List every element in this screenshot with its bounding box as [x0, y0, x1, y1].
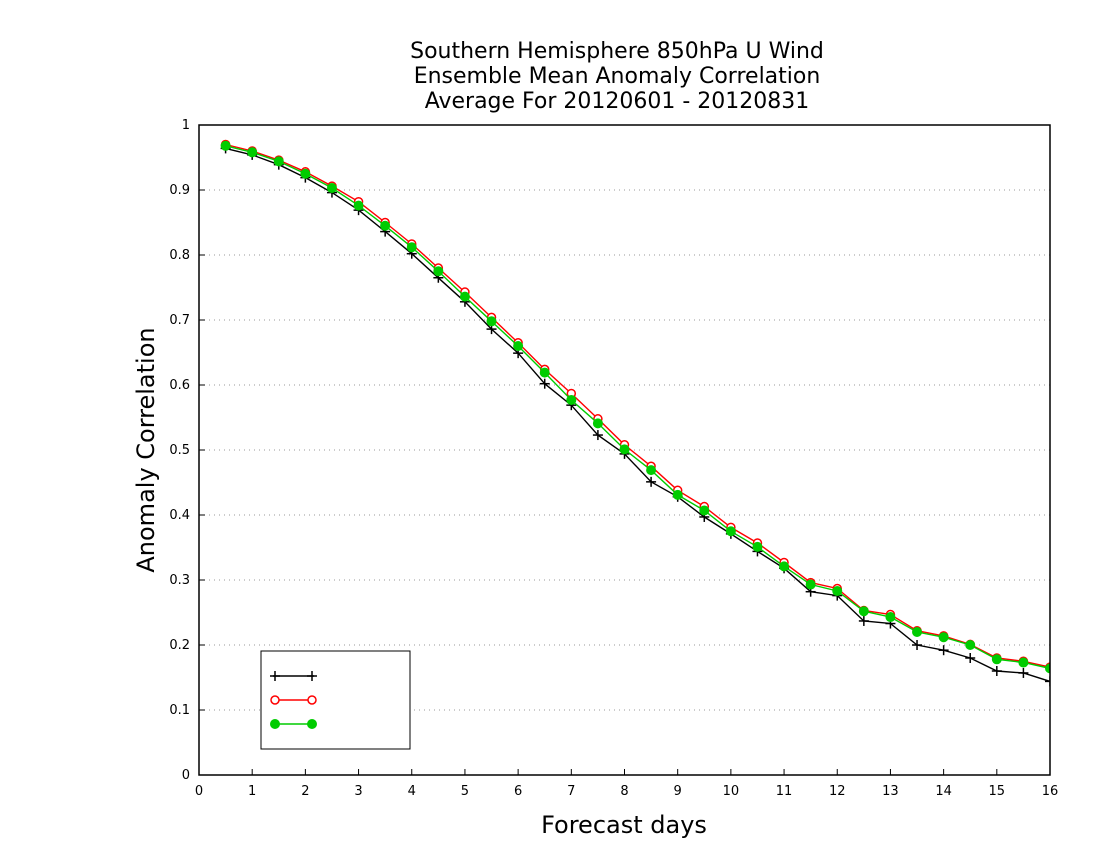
x-tick-label: 8: [620, 784, 628, 799]
series-3-point: [459, 291, 470, 302]
series-3-point: [699, 505, 710, 516]
series-3-point: [938, 632, 949, 643]
y-tick-label: 1: [182, 118, 190, 133]
y-tick-label: 0.6: [169, 378, 190, 393]
series-3-point: [326, 183, 337, 194]
y-tick-label: 0.5: [169, 443, 190, 458]
x-tick-label: 13: [882, 784, 899, 799]
series-1-point: [858, 615, 869, 626]
series-3-point: [725, 526, 736, 537]
series-3-point: [486, 316, 497, 327]
series-1-point: [1018, 667, 1029, 678]
series-3: [220, 140, 1050, 674]
series-3-point: [619, 444, 630, 455]
x-tick-label: 3: [354, 784, 362, 799]
series-layer: [220, 139, 1050, 687]
y-axis-label: Anomaly Correlation: [132, 327, 160, 572]
y-tick-label: 0.9: [169, 183, 190, 198]
chart-title: Southern Hemisphere 850hPa U WindEnsembl…: [410, 39, 824, 114]
series-1-point: [938, 645, 949, 656]
legend-marker: [270, 719, 280, 729]
x-tick-label: 9: [674, 784, 682, 799]
y-tick-label: 0.3: [169, 573, 190, 588]
series-3-point: [566, 394, 577, 405]
series-3-point: [832, 586, 843, 597]
x-tick-label: 12: [829, 784, 846, 799]
y-tick-label: 0.7: [169, 313, 190, 328]
series-3-point: [672, 489, 683, 500]
x-axis: 0 1 2 3 4 5 6 7 8 9 10 11 12 13 14 15 16: [195, 769, 1058, 799]
series-3-point: [406, 242, 417, 253]
series-1-point: [1045, 676, 1050, 687]
y-tick-label: 0.8: [169, 248, 190, 263]
legend-marker: [270, 671, 280, 681]
x-tick-label: 6: [514, 784, 522, 799]
y-tick-label: 0.4: [169, 508, 190, 523]
series-1-point: [592, 430, 603, 441]
x-tick-label: 0: [195, 784, 203, 799]
series-3-point: [965, 640, 976, 650]
x-tick-label: 7: [567, 784, 575, 799]
series-1: [220, 143, 1050, 687]
legend-marker: [307, 671, 317, 681]
series-3-point: [300, 168, 311, 179]
series-3-point: [752, 541, 763, 552]
series-1-point: [912, 640, 923, 650]
series-2: [220, 139, 1050, 672]
series-1-point: [965, 653, 976, 663]
series-3-point: [220, 140, 231, 151]
series-3-point: [1045, 663, 1050, 674]
y-tick-label: 0.1: [169, 703, 190, 718]
title-line-1: Southern Hemisphere 850hPa U Wind: [410, 39, 824, 64]
legend-marker: [307, 719, 317, 729]
legend-marker: [270, 695, 280, 705]
series-3-point: [779, 561, 790, 572]
series-1-point: [646, 476, 657, 487]
series-3-point: [805, 579, 816, 590]
series-1-line: [225, 147, 1050, 683]
x-tick-label: 4: [408, 784, 416, 799]
series-3-point: [646, 465, 657, 476]
x-axis-label: Forecast days: [541, 811, 707, 839]
legend-item-1: [270, 671, 317, 681]
x-tick-label: 1: [248, 784, 256, 799]
series-1-point: [539, 378, 550, 389]
x-tick-label: 16: [1042, 784, 1059, 799]
legend-item-2: [270, 695, 317, 705]
legend: [260, 650, 411, 750]
series-1-point: [991, 666, 1002, 676]
x-tick-label: 10: [723, 784, 740, 799]
x-tick-label: 2: [301, 784, 309, 799]
series-3-point: [1018, 657, 1029, 668]
series-3-point: [592, 418, 603, 429]
title-line-3: Average For 20120601 - 20120831: [425, 89, 810, 114]
series-3-point: [433, 266, 444, 277]
series-3-point: [885, 612, 896, 623]
y-axis: 0 0.1 0.2 0.3 0.4 0.5 0.6 0.7 0.8 0.9 1: [169, 118, 205, 783]
x-tick-label: 11: [776, 784, 793, 799]
y-tick-label: 0.2: [169, 638, 190, 653]
series-3-line: [225, 145, 1050, 670]
y-tick-label: 0: [182, 768, 190, 783]
title-line-2: Ensemble Mean Anomaly Correlation: [414, 64, 821, 89]
x-tick-label: 14: [935, 784, 952, 799]
x-tick-label: 15: [989, 784, 1006, 799]
series-3-point: [991, 654, 1002, 665]
series-2-line: [225, 143, 1050, 668]
series-3-point: [247, 147, 258, 158]
legend-item-3: [270, 719, 317, 729]
x-tick-label: 5: [461, 784, 469, 799]
series-3-point: [380, 220, 391, 231]
series-3-point: [273, 156, 284, 167]
series-3-point: [858, 606, 869, 617]
legend-marker: [307, 695, 317, 705]
series-3-point: [539, 367, 550, 378]
series-3-point: [513, 341, 524, 351]
series-3-point: [912, 627, 923, 637]
series-3-point: [353, 200, 364, 211]
